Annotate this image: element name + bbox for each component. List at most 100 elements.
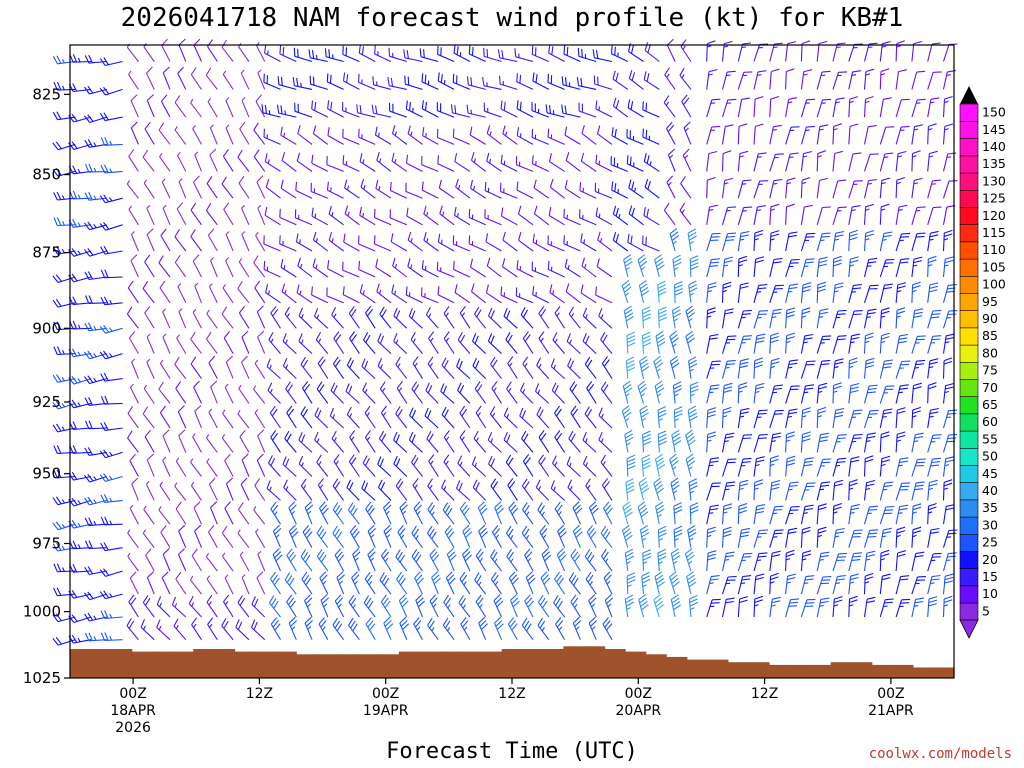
wind-barb bbox=[174, 482, 187, 501]
wind-barb bbox=[643, 153, 660, 172]
wind-barb bbox=[706, 575, 720, 595]
wind-barb bbox=[131, 477, 139, 501]
wind-barb bbox=[753, 205, 766, 225]
wind-barb bbox=[294, 209, 313, 226]
wind-barb bbox=[241, 231, 250, 252]
wind-barb bbox=[408, 308, 423, 329]
wind-barb bbox=[421, 260, 439, 278]
wind-barb bbox=[327, 260, 344, 278]
wind-barb bbox=[753, 256, 765, 278]
wind-barb bbox=[516, 73, 534, 90]
wind-barb bbox=[146, 333, 155, 354]
wind-barb bbox=[270, 430, 281, 453]
wind-barb bbox=[175, 381, 187, 404]
wind-barb bbox=[358, 235, 376, 252]
wind-barb bbox=[486, 257, 502, 278]
wind-barb bbox=[407, 231, 423, 252]
terrain-column bbox=[131, 651, 153, 678]
wind-barb bbox=[225, 355, 234, 379]
wind-barb bbox=[360, 178, 376, 199]
wind-barb bbox=[374, 45, 392, 63]
wind-barb bbox=[442, 617, 455, 641]
wind-barb bbox=[895, 457, 909, 477]
wind-barb bbox=[395, 478, 408, 501]
wind-barb bbox=[942, 595, 953, 618]
wind-barb bbox=[753, 70, 767, 90]
wind-barb bbox=[53, 469, 76, 479]
colorbar-label: 135 bbox=[982, 156, 1006, 171]
wind-barb bbox=[848, 573, 859, 595]
wind-barb bbox=[363, 332, 376, 354]
wind-barb bbox=[721, 526, 732, 548]
wind-barb bbox=[175, 501, 187, 525]
x-tick-label: 12Z bbox=[498, 686, 525, 702]
wind-barb bbox=[554, 405, 566, 429]
wind-barb bbox=[459, 405, 471, 429]
wind-barb bbox=[161, 571, 171, 595]
wind-barb bbox=[580, 152, 597, 172]
colorbar-swatch bbox=[959, 327, 979, 346]
wind-barb bbox=[253, 385, 266, 404]
wind-barb bbox=[863, 153, 879, 172]
wind-barb bbox=[832, 282, 844, 303]
wind-barb bbox=[503, 431, 518, 453]
terrain-column bbox=[316, 654, 338, 678]
wind-barb bbox=[555, 617, 566, 640]
wind-barb bbox=[439, 205, 455, 226]
colorbar-label: 20 bbox=[982, 552, 998, 567]
wind-barb bbox=[263, 260, 281, 278]
wind-barb bbox=[397, 525, 408, 548]
wind-barb bbox=[721, 308, 734, 329]
wind-barb bbox=[565, 152, 581, 172]
wind-barb bbox=[162, 66, 171, 90]
colorbar-swatch bbox=[959, 258, 979, 277]
wind-barb bbox=[927, 150, 938, 172]
wind-barb bbox=[358, 260, 376, 278]
wind-barb bbox=[405, 100, 423, 118]
wind-barb bbox=[221, 176, 234, 199]
wind-barb bbox=[52, 613, 76, 623]
wind-barb bbox=[639, 355, 650, 379]
wind-barb bbox=[263, 128, 281, 145]
wind-barb bbox=[895, 125, 910, 145]
wind-barb bbox=[332, 478, 345, 501]
wind-barb bbox=[832, 479, 844, 501]
wind-barb bbox=[221, 618, 234, 641]
wind-barb bbox=[800, 504, 814, 525]
wind-barb bbox=[927, 123, 937, 145]
wind-barb bbox=[453, 44, 471, 62]
wind-barb bbox=[895, 204, 908, 225]
wind-barb bbox=[680, 39, 692, 62]
wind-barb bbox=[333, 454, 345, 477]
wind-barb bbox=[848, 357, 858, 379]
wind-barb bbox=[879, 505, 895, 525]
wind-barb bbox=[314, 431, 329, 453]
wind-barb bbox=[413, 617, 423, 640]
wind-barb bbox=[159, 280, 171, 304]
wind-barb bbox=[127, 529, 139, 549]
wind-barb bbox=[361, 358, 376, 380]
wind-barb bbox=[427, 356, 439, 379]
terrain-column bbox=[604, 649, 626, 678]
wind-barb bbox=[326, 73, 344, 90]
wind-barb bbox=[769, 529, 784, 548]
wind-barb bbox=[478, 524, 488, 548]
wind-barb bbox=[375, 258, 392, 278]
wind-barb bbox=[572, 524, 583, 548]
wind-barb bbox=[816, 503, 827, 525]
wind-barb bbox=[816, 281, 827, 303]
wind-barb bbox=[207, 39, 218, 62]
colorbar-swatch bbox=[959, 172, 979, 191]
wind-barb bbox=[342, 155, 360, 172]
wind-barb bbox=[669, 571, 680, 595]
wind-barb bbox=[626, 454, 636, 477]
wind-barb bbox=[239, 551, 250, 572]
wind-barb bbox=[364, 571, 376, 595]
terrain-column bbox=[727, 662, 750, 678]
wind-barb bbox=[816, 256, 828, 278]
wind-barb bbox=[684, 548, 695, 572]
wind-barb bbox=[863, 409, 879, 429]
wind-barb bbox=[832, 97, 845, 118]
wind-barb bbox=[329, 407, 344, 429]
wind-barb bbox=[721, 458, 737, 477]
